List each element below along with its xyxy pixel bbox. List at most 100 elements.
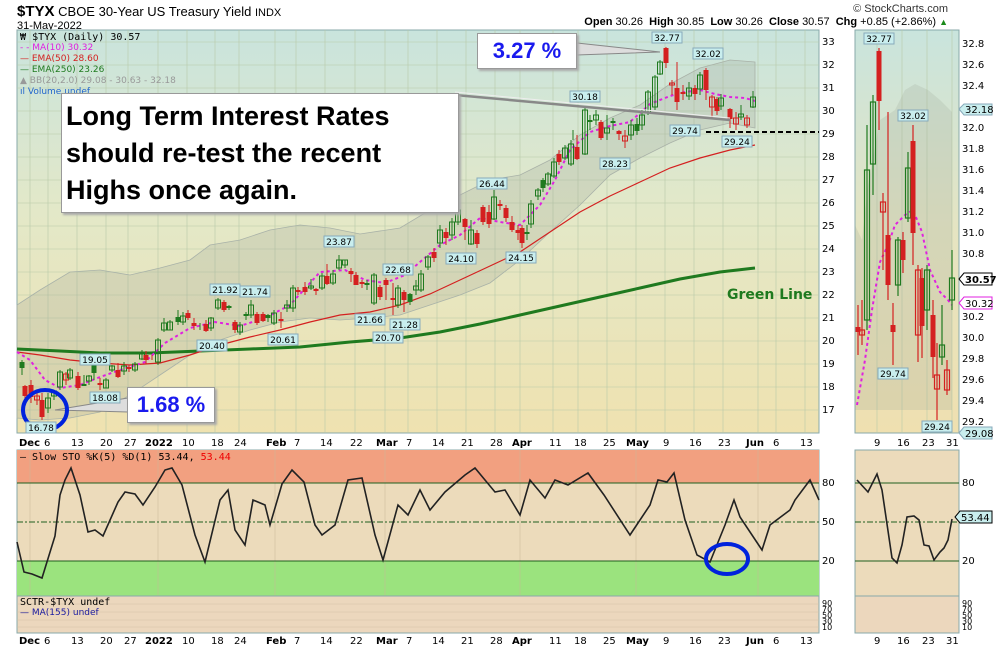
security-name: CBOE 30-Year US Treasury Yield — [58, 4, 252, 19]
svg-text:70: 70 — [822, 605, 832, 614]
svg-text:9: 9 — [663, 636, 669, 647]
svg-text:21.66: 21.66 — [357, 316, 383, 326]
svg-text:6: 6 — [773, 636, 779, 647]
svg-text:20: 20 — [822, 336, 835, 347]
svg-text:18: 18 — [822, 382, 835, 393]
svg-text:30: 30 — [822, 617, 832, 626]
price-label: 18.08 — [89, 391, 121, 404]
svg-text:29.24: 29.24 — [924, 423, 950, 433]
svg-text:Apr: Apr — [512, 636, 532, 647]
svg-text:32.6: 32.6 — [962, 60, 984, 71]
zoom-price-label: 29.74 — [877, 367, 909, 380]
x-axis-top: Dec 6 13 20 27 2022 10 18 24 Feb 7 14 22 Mar 7 1… — [19, 438, 813, 449]
svg-text:14: 14 — [320, 636, 333, 647]
svg-text:May: May — [626, 636, 649, 647]
stochastic-y-axis: 80 50 20 — [822, 478, 835, 567]
svg-text:Mar: Mar — [376, 636, 398, 647]
svg-text:29.4: 29.4 — [962, 396, 984, 407]
svg-text:6: 6 — [773, 438, 779, 449]
bb-lower-tag: 29.08 — [958, 426, 994, 440]
price-legend: ₩ $TYX (Daily) 30.57 - - MA(10) 30.32 — … — [20, 32, 176, 98]
price-label: 20.40 — [196, 339, 228, 352]
symbol: $TYX — [17, 3, 55, 20]
close-value: 30.57 — [802, 16, 830, 28]
svg-text:29.6: 29.6 — [962, 375, 984, 386]
svg-text:33: 33 — [822, 37, 835, 48]
svg-text:18: 18 — [211, 438, 224, 449]
svg-text:32.77: 32.77 — [654, 34, 680, 44]
high-label: High — [649, 16, 674, 28]
svg-text:21.74: 21.74 — [242, 288, 268, 298]
high-yield-callout: 3.27 % — [477, 33, 577, 69]
svg-text:24: 24 — [822, 244, 835, 255]
svg-text:19.05: 19.05 — [82, 356, 108, 366]
svg-text:50: 50 — [962, 611, 972, 620]
svg-text:16: 16 — [689, 438, 702, 449]
svg-text:29.74: 29.74 — [880, 370, 906, 380]
green-line-label: Green Line — [727, 287, 812, 303]
svg-text:26.44: 26.44 — [479, 180, 505, 190]
svg-text:7: 7 — [406, 438, 412, 449]
svg-text:22: 22 — [350, 438, 363, 449]
price-label: 21.74 — [239, 285, 271, 298]
up-triangle-icon: ▲ — [939, 17, 948, 27]
price-label: 30.18 — [569, 90, 601, 103]
zoom-price-label: 29.24 — [921, 420, 953, 433]
svg-text:31: 31 — [946, 636, 959, 647]
stochastic-panel: 80 50 20 — [16, 449, 835, 599]
svg-text:22: 22 — [350, 636, 363, 647]
svg-text:16.78: 16.78 — [28, 424, 54, 434]
price-label: 32.02 — [692, 47, 724, 60]
svg-text:Jun: Jun — [745, 438, 764, 449]
zoom-price-label: 32.77 — [863, 32, 895, 45]
svg-text:11: 11 — [549, 438, 562, 449]
svg-text:32: 32 — [822, 60, 835, 71]
price-label: 21.92 — [209, 283, 241, 296]
price-label: 20.61 — [267, 333, 299, 346]
svg-text:32.77: 32.77 — [866, 35, 892, 45]
svg-text:14: 14 — [432, 438, 445, 449]
svg-text:Jun: Jun — [745, 636, 764, 647]
copyright: © StockCharts.com — [853, 3, 948, 15]
svg-text:13: 13 — [800, 438, 813, 449]
svg-text:18.08: 18.08 — [92, 394, 118, 404]
svg-text:28.23: 28.23 — [602, 160, 628, 170]
bb-upper-tag: 32.18 — [958, 103, 994, 116]
svg-text:31.4: 31.4 — [962, 186, 984, 197]
svg-text:Dec: Dec — [19, 438, 40, 449]
svg-text:Mar: Mar — [376, 438, 398, 449]
svg-text:25: 25 — [822, 221, 835, 232]
svg-text:22.68: 22.68 — [385, 266, 411, 276]
svg-text:30.32: 30.32 — [965, 299, 994, 310]
chg-label: Chg — [835, 16, 858, 28]
svg-text:10: 10 — [822, 623, 832, 632]
price-label: 26.44 — [476, 177, 508, 190]
svg-text:20: 20 — [100, 636, 113, 647]
svg-text:20: 20 — [822, 556, 835, 567]
svg-text:18: 18 — [211, 636, 224, 647]
svg-text:23: 23 — [718, 438, 731, 449]
svg-text:19: 19 — [822, 359, 835, 370]
price-label: 21.66 — [354, 313, 386, 326]
svg-text:26: 26 — [822, 198, 835, 209]
svg-text:6: 6 — [44, 636, 50, 647]
stochastic-legend: — Slow STO %K(5) %D(1) 53.44, 53.44 — [20, 452, 231, 463]
svg-text:31: 31 — [822, 83, 835, 94]
svg-text:29.74: 29.74 — [672, 127, 698, 137]
zoom-x-axis-bottom: 9 16 23 31 — [874, 636, 959, 647]
svg-text:9: 9 — [874, 438, 880, 449]
svg-text:20: 20 — [100, 438, 113, 449]
svg-text:7: 7 — [294, 636, 300, 647]
svg-text:32.18: 32.18 — [965, 105, 994, 116]
svg-text:9: 9 — [663, 438, 669, 449]
svg-text:23: 23 — [922, 636, 935, 647]
chg-value: +0.85 (+2.86%) — [860, 16, 937, 28]
svg-text:20.40: 20.40 — [199, 342, 225, 352]
svg-text:31.2: 31.2 — [962, 207, 984, 218]
svg-text:25: 25 — [603, 636, 616, 647]
ma155-label: — MA(155) undef — [20, 608, 99, 618]
legend-price: ₩ $TYX (Daily) 30.57 — [20, 32, 141, 43]
svg-text:18: 18 — [574, 438, 587, 449]
svg-text:24.15: 24.15 — [508, 254, 534, 264]
price-label: 29.74 — [669, 124, 701, 137]
